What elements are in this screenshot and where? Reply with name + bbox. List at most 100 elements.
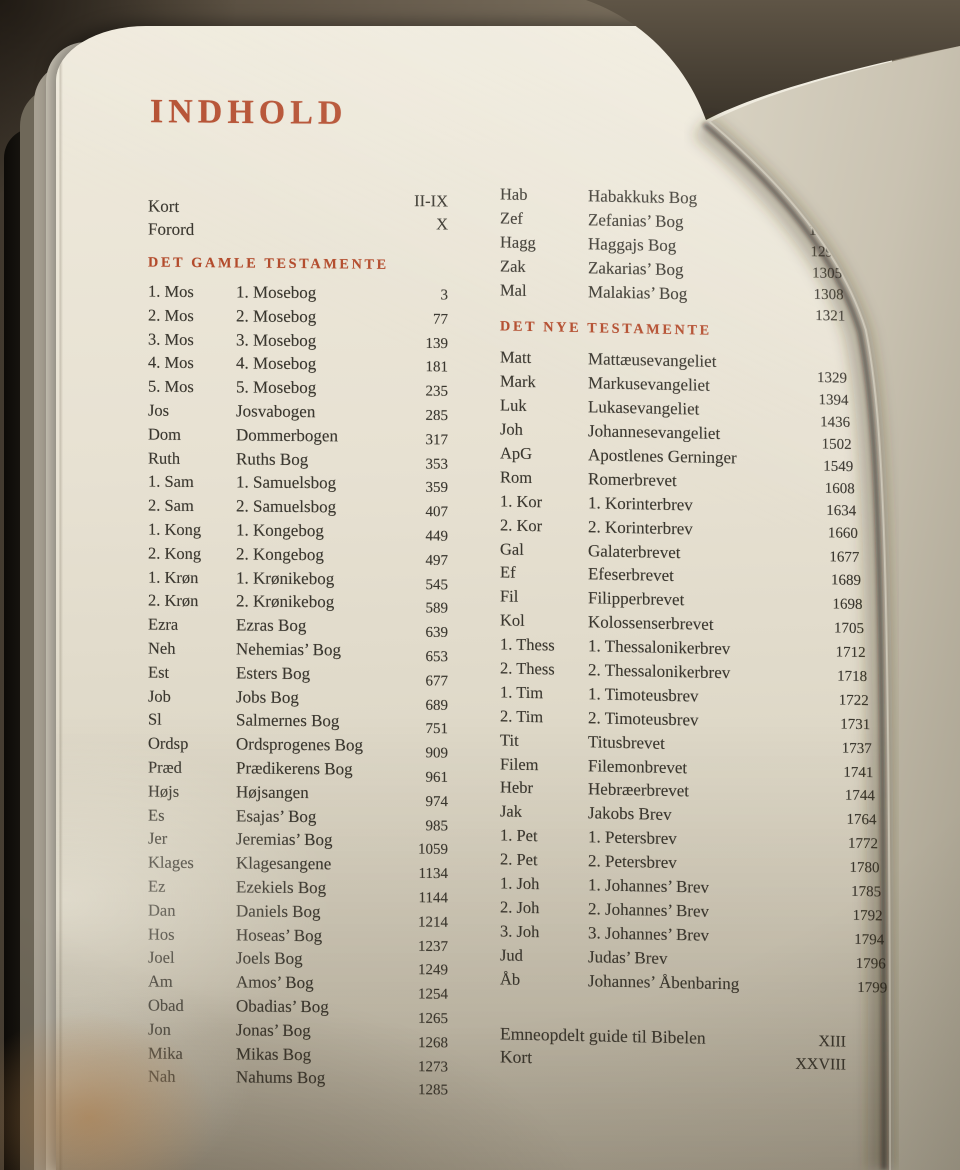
book-abbr: Dom xyxy=(148,424,181,444)
toc-row: 4. Mos 4. Mosebog 181 xyxy=(148,353,448,380)
book-name: Titusbrevet xyxy=(588,731,665,753)
book-name: 2. Krønikebog xyxy=(236,591,335,612)
toc-row: Klages Klagesangene 1134 xyxy=(148,852,448,883)
book-name: 1. Timoteusbrev xyxy=(588,684,699,706)
book-abbr: 2. Thess xyxy=(500,658,555,679)
book-page-number: 677 xyxy=(425,673,449,690)
toc-row: 3. Mos 3. Mosebog 139 xyxy=(148,329,448,356)
book-page-number: 653 xyxy=(425,648,449,666)
book-abbr: Luk xyxy=(500,395,527,416)
book-name: Jeremias’ Bog xyxy=(236,829,333,850)
book-name: Ordsprogenes Bog xyxy=(236,734,364,755)
book-name: Joels Bog xyxy=(236,948,303,969)
book-page-number: 317 xyxy=(425,431,449,449)
book-abbr: Højs xyxy=(148,781,180,801)
book-abbr: Klages xyxy=(148,852,194,873)
toc-row: Ordsp Ordsprogenes Bog 909 xyxy=(148,733,448,762)
book-name: Obadias’ Bog xyxy=(236,996,329,1017)
book-name: Zakarias’ Bog xyxy=(588,257,684,279)
book-abbr: Kol xyxy=(500,610,525,631)
book-page-number: 985 xyxy=(425,817,449,835)
book-abbr: Ordsp xyxy=(148,733,189,754)
matter-page-number: II-IX xyxy=(414,191,448,211)
book-page-number: 1237 xyxy=(418,938,448,955)
book-name: Johannesevangeliet xyxy=(588,421,721,444)
book-abbr: Job xyxy=(148,686,171,706)
toc-column-left: Kort II-IX Forord X DET GAMLE TESTAMENTE 1. M… xyxy=(148,191,449,1099)
book-name: Hebræerbrevet xyxy=(588,779,690,801)
book-abbr: Dan xyxy=(148,900,176,920)
book-page-number: 1799 xyxy=(857,979,888,997)
book-abbr: Ef xyxy=(500,562,516,583)
book-name: Daniels Bog xyxy=(236,901,321,921)
toc-row: 5. Mos 5. Mosebog 235 xyxy=(148,377,448,404)
book-page-number: 1744 xyxy=(844,788,875,805)
toc-row: Joel Joels Bog 1249 xyxy=(148,948,448,979)
page-title: INDHOLD xyxy=(150,93,348,132)
book-page-number: 1677 xyxy=(829,548,860,566)
book-name: Amos’ Bog xyxy=(236,972,314,993)
book-page-number: 1731 xyxy=(840,716,871,733)
book-abbr: Fil xyxy=(500,586,519,607)
toc-row: Dom Dommerbogen 317 xyxy=(148,424,448,451)
book-abbr: 1. Joh xyxy=(500,873,540,894)
front-matter-row: Forord X xyxy=(148,214,448,246)
book-name: Ezras Bog xyxy=(236,615,307,636)
book-name: 2. Thessalonikerbrev xyxy=(588,660,731,683)
book-abbr: 2. Mos xyxy=(148,305,194,325)
book-name: Filipperbrevet xyxy=(588,588,685,610)
book-abbr: Joh xyxy=(500,419,523,439)
book-abbr: Rom xyxy=(500,467,533,487)
book-abbr: Jak xyxy=(500,801,522,822)
matter-label: Forord xyxy=(148,219,195,240)
book-abbr: Hab xyxy=(500,184,528,204)
toc-row: 1. Krøn 1. Krønikebog 545 xyxy=(148,567,448,594)
book-abbr: Mal xyxy=(500,279,527,300)
book-abbr: 2. Pet xyxy=(500,849,538,870)
warm-light-glow xyxy=(0,1012,214,1170)
book-abbr: 1. Tim xyxy=(500,682,544,703)
matter-page-number: XIII xyxy=(818,1032,846,1051)
book-name: Filemonbrevet xyxy=(588,755,688,777)
book-name: Esters Bog xyxy=(236,663,311,683)
book-page-number: 1660 xyxy=(827,524,858,542)
book-page-number: 1737 xyxy=(841,740,872,757)
book-name: Esajas’ Bog xyxy=(236,805,317,826)
book-abbr: Es xyxy=(148,805,165,825)
book-page-number: 751 xyxy=(425,721,449,738)
book-abbr: 2. Kong xyxy=(148,543,202,563)
book-abbr: 1. Kong xyxy=(148,519,202,540)
book-page-number: 77 xyxy=(433,311,448,328)
book-abbr: Hos xyxy=(148,924,175,944)
toc-row: Es Esajas’ Bog 985 xyxy=(148,805,449,835)
book-abbr: Jer xyxy=(148,828,168,849)
book-abbr: Zak xyxy=(500,256,526,276)
book-abbr: Neh xyxy=(148,638,176,658)
book-abbr: 2. Joh xyxy=(500,897,540,918)
book-name: Habakkuks Bog xyxy=(588,186,698,208)
book-abbr: 2. Krøn xyxy=(148,590,199,611)
book-name: Zefanias’ Bog xyxy=(588,210,684,232)
book-abbr: Gal xyxy=(500,538,524,559)
book-abbr: Præd xyxy=(148,757,182,777)
book-abbr: 4. Mos xyxy=(148,352,194,373)
book-page-number: 974 xyxy=(425,793,449,810)
book-name: Prædikerens Bog xyxy=(236,758,353,779)
book-name: Lukasevangeliet xyxy=(588,397,700,419)
book-page-number: 181 xyxy=(425,359,449,376)
toc-column-right: Hab Habakkuks Bog 1291 Zef Zefanias’ Bog 1298… xyxy=(500,184,887,1077)
book-page-number: 139 xyxy=(425,335,449,352)
back-matter: Emneopdelt guide til Bibelen XIII Kort XXVI… xyxy=(500,1023,846,1077)
book-page-number: 1214 xyxy=(418,914,448,931)
toc-row: 1. Sam 1. Samuelsbog 359 xyxy=(148,472,448,499)
book-page-number: 1144 xyxy=(418,890,448,907)
book-page-number: 1608 xyxy=(824,480,855,498)
book-name: Salmernes Bog xyxy=(236,710,340,731)
book-abbr: Matt xyxy=(500,347,532,368)
toc-row: Ruth Ruths Bog 353 xyxy=(148,448,448,475)
book-page-number: 1741 xyxy=(843,764,874,781)
book-abbr: Hebr xyxy=(500,777,533,798)
front-matter-row: Kort II-IX xyxy=(148,191,448,223)
book-name: Jobs Bog xyxy=(236,686,299,707)
book-name: Jonas’ Bog xyxy=(236,1020,311,1040)
